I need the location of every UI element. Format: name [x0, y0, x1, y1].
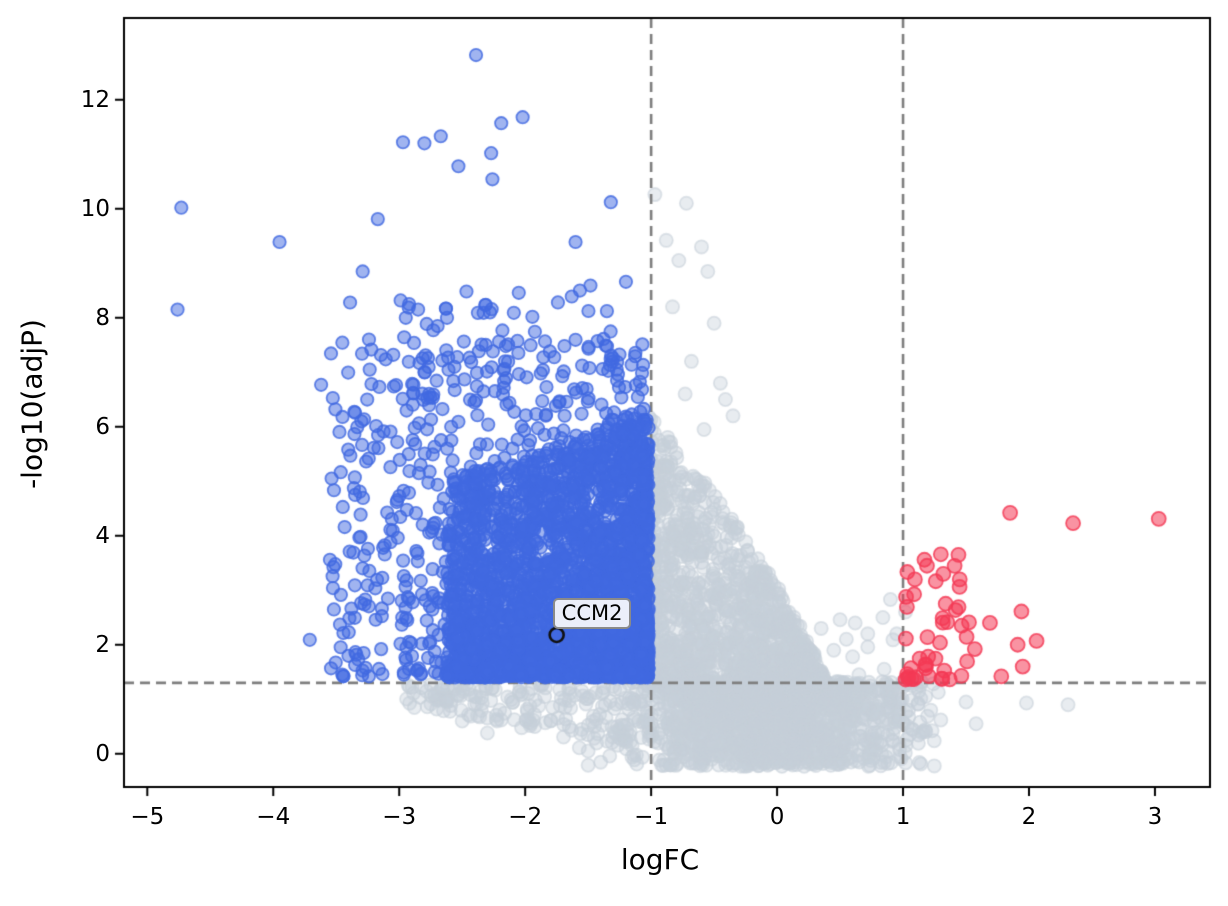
- y-tick-label: 12: [80, 86, 110, 113]
- x-tick-label: −2: [508, 804, 543, 830]
- y-tick-label: 6: [95, 413, 110, 440]
- y-tick-label: 8: [95, 304, 110, 331]
- x-tick-label: −3: [382, 804, 417, 830]
- x-tick-label: −5: [130, 804, 165, 830]
- x-tick-label: 0: [769, 804, 785, 830]
- y-tick-label: 0: [95, 740, 110, 767]
- y-axis-label: -log10(adjP): [15, 318, 49, 489]
- x-tick-label: 1: [895, 804, 911, 830]
- x-axis-label: logFC: [620, 843, 700, 876]
- y-tick-label: 4: [95, 522, 110, 549]
- x-tick-label: 2: [1021, 804, 1037, 830]
- y-tick-label: 2: [95, 631, 110, 658]
- x-tick-label: −1: [634, 804, 669, 830]
- x-tick-label: −4: [256, 804, 291, 830]
- y-tick-label: 10: [80, 195, 110, 222]
- gene-annotation-label: CCM2: [552, 597, 632, 629]
- x-tick-label: 3: [1147, 804, 1163, 830]
